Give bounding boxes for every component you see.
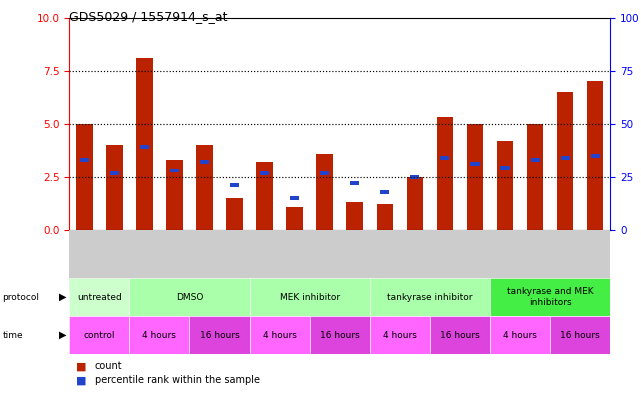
Bar — [290, 196, 299, 200]
Bar — [200, 160, 209, 164]
Bar — [580, 230, 610, 291]
Text: GDS5029 / 1557914_s_at: GDS5029 / 1557914_s_at — [69, 10, 228, 23]
Text: tankyrase inhibitor: tankyrase inhibitor — [387, 293, 472, 301]
Bar — [317, 154, 333, 230]
Bar — [550, 316, 610, 354]
Bar — [160, 230, 190, 291]
Bar — [531, 158, 540, 162]
Bar — [260, 171, 269, 174]
Bar — [350, 181, 360, 185]
Text: control: control — [83, 331, 115, 340]
Text: MEK inhibitor: MEK inhibitor — [279, 293, 340, 301]
Bar — [136, 58, 153, 230]
Text: 4 hours: 4 hours — [503, 331, 537, 340]
Text: ▶: ▶ — [58, 292, 66, 302]
Bar — [249, 230, 279, 291]
Bar — [440, 156, 449, 160]
Text: 16 hours: 16 hours — [320, 331, 360, 340]
Text: 4 hours: 4 hours — [263, 331, 297, 340]
Bar — [490, 278, 610, 316]
Bar — [490, 316, 550, 354]
Bar — [99, 230, 129, 291]
Bar — [557, 92, 574, 230]
Bar — [106, 145, 122, 230]
Text: percentile rank within the sample: percentile rank within the sample — [95, 375, 260, 386]
Bar — [470, 162, 479, 166]
Bar — [527, 124, 544, 230]
Bar — [79, 158, 89, 162]
Text: ■: ■ — [76, 375, 86, 386]
Bar — [69, 230, 99, 291]
Bar — [561, 156, 570, 160]
Bar — [249, 316, 310, 354]
Bar — [467, 124, 483, 230]
Bar — [490, 230, 520, 291]
Bar — [287, 207, 303, 230]
Bar — [230, 184, 239, 187]
Text: 16 hours: 16 hours — [560, 331, 600, 340]
Bar — [166, 160, 183, 230]
Bar — [460, 230, 490, 291]
Text: DMSO: DMSO — [176, 293, 203, 301]
Bar — [320, 171, 329, 174]
Text: ▶: ▶ — [58, 330, 66, 340]
Bar — [110, 171, 119, 174]
Bar — [129, 316, 190, 354]
Bar — [410, 175, 419, 179]
Bar — [69, 316, 129, 354]
Text: ■: ■ — [76, 361, 86, 371]
Bar — [590, 154, 600, 158]
Text: untreated: untreated — [77, 293, 122, 301]
Bar — [437, 118, 453, 230]
Bar — [501, 167, 510, 170]
Text: 4 hours: 4 hours — [142, 331, 176, 340]
Bar — [550, 230, 580, 291]
Bar — [256, 162, 273, 230]
Bar — [69, 278, 129, 316]
Bar — [170, 169, 179, 173]
Bar — [190, 230, 219, 291]
Bar — [430, 230, 460, 291]
Bar — [406, 177, 423, 230]
Text: tankyrase and MEK
inhibitors: tankyrase and MEK inhibitors — [507, 287, 594, 307]
Bar — [347, 202, 363, 230]
Bar — [430, 316, 490, 354]
Bar — [400, 230, 430, 291]
Bar — [129, 230, 160, 291]
Text: time: time — [3, 331, 23, 340]
Bar — [310, 230, 340, 291]
Bar — [380, 190, 389, 194]
Bar — [279, 230, 310, 291]
Bar — [497, 141, 513, 230]
Bar — [370, 316, 430, 354]
Text: 16 hours: 16 hours — [440, 331, 480, 340]
Bar — [219, 230, 249, 291]
Bar — [140, 145, 149, 149]
Bar — [370, 278, 490, 316]
Bar — [376, 204, 393, 230]
Text: 4 hours: 4 hours — [383, 331, 417, 340]
Text: 16 hours: 16 hours — [199, 331, 239, 340]
Bar — [190, 316, 249, 354]
Bar — [76, 124, 92, 230]
Bar — [370, 230, 400, 291]
Bar — [340, 230, 370, 291]
Bar — [520, 230, 550, 291]
Bar — [587, 81, 603, 230]
Bar — [196, 145, 213, 230]
Bar — [310, 316, 370, 354]
Text: protocol: protocol — [3, 293, 40, 301]
Bar — [249, 278, 370, 316]
Text: count: count — [95, 361, 122, 371]
Bar — [226, 198, 243, 230]
Bar — [129, 278, 249, 316]
